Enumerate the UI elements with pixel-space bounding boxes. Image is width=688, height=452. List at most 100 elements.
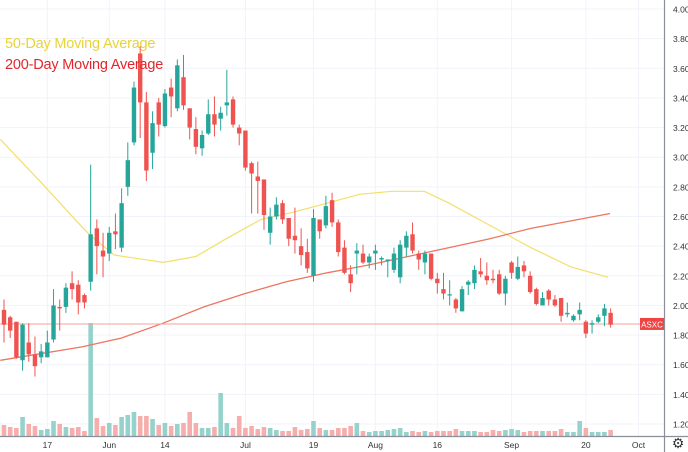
candle-body (583, 321, 589, 334)
candle-body (490, 278, 496, 281)
candle (298, 228, 304, 266)
candle (119, 188, 124, 253)
candle-body (168, 87, 174, 97)
volume-bar (360, 431, 366, 436)
candle (497, 269, 502, 296)
y-tick-label: 2.00 (673, 301, 688, 311)
candle-body (509, 262, 514, 273)
candle-body (546, 290, 551, 300)
candle (503, 275, 508, 306)
candle-body (38, 351, 44, 358)
candle (131, 81, 137, 146)
volume-bar (583, 428, 589, 436)
volume-bar (527, 431, 533, 436)
candle-body (410, 234, 415, 251)
volume-bar (564, 432, 570, 436)
candle-body (552, 299, 558, 306)
candle (261, 179, 267, 230)
volume-bar (348, 426, 353, 436)
candle-body (577, 309, 582, 315)
grid (0, 0, 664, 436)
candle (38, 343, 44, 364)
candle-body (497, 274, 502, 294)
candle (354, 243, 360, 275)
candle-body (336, 222, 341, 253)
candle-body (137, 53, 143, 103)
candle (144, 92, 149, 181)
candle-body (286, 217, 291, 239)
candle-body (69, 283, 75, 290)
volume-bar (150, 419, 155, 436)
candle (329, 192, 335, 227)
volume-bar (187, 412, 192, 436)
candle (243, 130, 248, 171)
candle (534, 287, 539, 306)
candle-body (589, 323, 595, 325)
volume-bar (144, 416, 149, 436)
volume-bar (63, 427, 69, 436)
candle (484, 262, 490, 285)
x-tick-label: Sep (504, 440, 519, 450)
candle (88, 164, 93, 291)
last-price-line: ASXC (0, 317, 664, 330)
candle (168, 78, 174, 118)
candle (459, 286, 465, 312)
volume-bar (509, 429, 514, 436)
candle (515, 256, 520, 281)
candle (82, 293, 87, 309)
volume-bar (422, 431, 428, 436)
candle (428, 253, 434, 281)
price-tag (640, 317, 664, 330)
volume-bar (595, 432, 601, 436)
candle (94, 219, 100, 275)
candle (323, 195, 329, 229)
volume-bar (51, 421, 56, 436)
volume-bar (373, 431, 378, 436)
volume-bar (354, 423, 360, 436)
volume-bar (181, 423, 186, 436)
candle-body (63, 287, 69, 307)
volume-bar (546, 431, 552, 436)
candle (552, 295, 558, 307)
volume-bar (558, 429, 564, 436)
candle-body (224, 102, 230, 106)
volume-bar (224, 423, 230, 436)
candle-body (199, 134, 205, 149)
candle (608, 308, 613, 328)
volume-bar (94, 418, 100, 436)
volume-bar (20, 417, 25, 436)
candle-body (255, 176, 260, 181)
candle (212, 96, 217, 137)
volume-bar (280, 431, 285, 436)
volume-bar (75, 427, 81, 436)
candle (478, 258, 483, 278)
volume-bar (484, 432, 490, 436)
candle (26, 323, 31, 362)
volume-bar (335, 428, 341, 436)
gear-icon[interactable]: ⚙ (671, 436, 685, 452)
candle-body (100, 250, 106, 257)
candle (373, 244, 378, 270)
candle-body (472, 269, 477, 284)
candle (397, 240, 403, 284)
candle (596, 314, 601, 324)
candle-body (416, 253, 421, 260)
candle (175, 59, 180, 112)
candle (317, 219, 322, 239)
candle-body (441, 289, 446, 294)
candle (416, 250, 421, 270)
volume-bar (305, 429, 310, 436)
candle-body (298, 246, 304, 256)
candle-body (521, 265, 527, 272)
candle (292, 207, 298, 254)
candle-body (422, 253, 428, 263)
volume-bar (14, 428, 19, 436)
volume-bar (540, 431, 545, 436)
candle-body (292, 235, 298, 241)
x-tick-label: Aug (368, 440, 383, 450)
candle-body (156, 102, 161, 125)
y-tick-label: 2.80 (673, 182, 688, 192)
volume-bar (453, 429, 459, 436)
candle (348, 265, 353, 293)
